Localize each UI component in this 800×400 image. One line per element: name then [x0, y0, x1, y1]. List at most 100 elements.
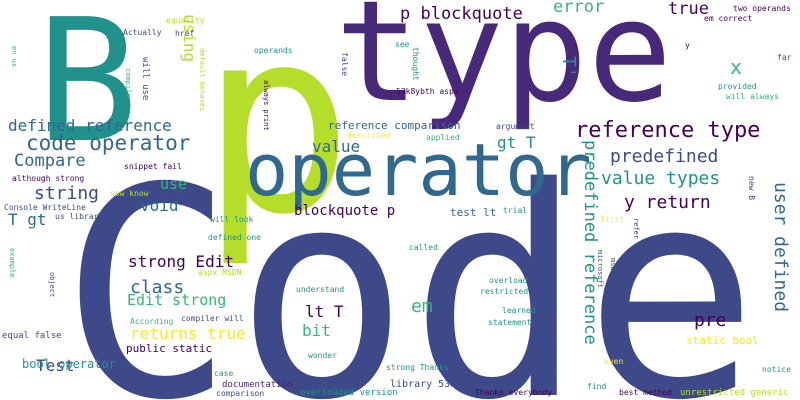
word-operands: operands [254, 46, 293, 55]
word-type: type [335, 0, 672, 134]
word-overload: overload [489, 276, 528, 285]
word-wonder: wonder [308, 351, 337, 360]
word-value: value [312, 137, 360, 156]
word-t-gt: T gt [8, 210, 47, 229]
word-refer: refer [632, 218, 640, 239]
word-p-blockquote: p blockquote [400, 4, 523, 24]
word-actually: Actually [123, 28, 162, 37]
word-static-bool: static bool [686, 334, 759, 347]
word-will-look: will look [210, 215, 254, 224]
word-test-lt: test lt [450, 206, 496, 219]
word-void: void [140, 196, 179, 215]
word-p: p [200, 0, 354, 271]
word-test: Test [36, 356, 75, 375]
word-reference-type: reference type [575, 118, 760, 143]
word-error: error [553, 0, 604, 17]
word-snippet-fail: snippet fail [124, 162, 182, 171]
word-predefined-reference: predefined reference [580, 140, 600, 345]
word-notice: notice [762, 365, 791, 374]
word-restricted: restricted [480, 287, 528, 296]
word-called: called [409, 243, 438, 252]
word-en-us: en us [10, 46, 18, 67]
word-now-know: now know [110, 189, 149, 198]
word-trial: trial [503, 206, 527, 215]
word-true: true [668, 0, 709, 19]
word-first: first [600, 215, 624, 224]
word-comparison: comparison [216, 389, 264, 398]
word-operator: operator [245, 128, 592, 212]
word-defined-one: defined one [208, 233, 261, 242]
word-microsoft: microsoft [596, 250, 604, 288]
word-two-operands: two operands [733, 4, 791, 13]
word-overloaded-version: overloaded version [300, 388, 398, 398]
word-y-return: y return [624, 192, 711, 213]
word-defined-reference: defined reference [8, 116, 172, 135]
word-even: even [604, 357, 623, 366]
word-unrestricted-generic: unrestricted generic [680, 388, 788, 398]
word-public-static: public static [126, 342, 212, 355]
word-object: object [48, 272, 56, 297]
word-will-use: will use [140, 57, 150, 100]
word-find: find [587, 382, 606, 391]
word-returns-true: returns true [130, 324, 246, 343]
word-documentation: documentation [222, 380, 292, 390]
word-em: em [411, 296, 433, 317]
word-strong-thanks: strong Thanks [386, 363, 449, 372]
word-library-53k8ybth: library 53k8ybth [390, 379, 486, 390]
word-thought: thought [411, 47, 420, 81]
word-compile: compile [124, 68, 132, 98]
word-predefined: predefined [610, 146, 718, 167]
word-compiler-will: compiler will [181, 314, 244, 323]
word-understand: understand [296, 285, 344, 294]
word-equal-false: equal false [2, 331, 62, 341]
word-class: class [130, 277, 184, 298]
word-user-defined: user defined [770, 182, 791, 312]
word-t: T' [558, 56, 579, 78]
word-far: far [777, 53, 792, 62]
word-described: described [347, 131, 391, 140]
word-lt-t: lt T [305, 302, 344, 321]
word-see: see [395, 40, 410, 49]
word-strong-edit: strong Edit [128, 252, 234, 271]
word-em-correct: em correct [704, 14, 752, 23]
word-us-library: us library [55, 212, 103, 221]
word-bit: bit [302, 321, 331, 340]
word-equality: equality [166, 16, 205, 25]
word-code-operator: code operator [26, 131, 190, 155]
word-href: href [175, 29, 194, 38]
word-console-writeline: Console WriteLine [4, 203, 86, 212]
word-pre: pre [694, 310, 727, 331]
word-example: example [8, 248, 16, 278]
word-reference-comparison: reference comparison [328, 119, 460, 132]
word-blockquote-p: blockquote p [294, 203, 395, 219]
word-aspx-msdn: aspx MSDN [198, 268, 242, 277]
word-learned: learned [502, 306, 536, 315]
word-x: x [730, 55, 742, 79]
word-default-behaves: default behaves [198, 48, 206, 111]
word-according: According [130, 317, 174, 326]
word-compare: Compare [14, 151, 86, 171]
word-y: y [685, 41, 690, 50]
word-false: false [340, 52, 349, 76]
word-use: use [160, 175, 187, 193]
word-applied: applied [426, 133, 460, 142]
word-case: case [214, 369, 233, 378]
word-new-b: new B [747, 176, 756, 200]
word-argument: argument [496, 122, 535, 131]
word-thanks-everybody: Thanks everybody [475, 388, 552, 397]
word-will-always: will always [726, 92, 779, 101]
word-value-types: value types [601, 168, 720, 189]
word-bool-operator: bool operator [22, 357, 116, 371]
word-string: string [34, 183, 99, 204]
word-53k8ybth-aspx: 53k8ybth aspx [396, 87, 459, 96]
word-although-strong: although strong [12, 174, 84, 183]
word-provided: provided [718, 82, 757, 91]
word-b: B [36, 0, 138, 181]
word-statement: statement [488, 318, 532, 327]
word-always-print: always print [262, 80, 270, 131]
word-msdn-operands: msdn operands [609, 258, 617, 313]
word-code: Code [60, 127, 758, 400]
word-edit-strong: Edit strong [127, 291, 226, 309]
word-best-method: best method [619, 388, 672, 397]
